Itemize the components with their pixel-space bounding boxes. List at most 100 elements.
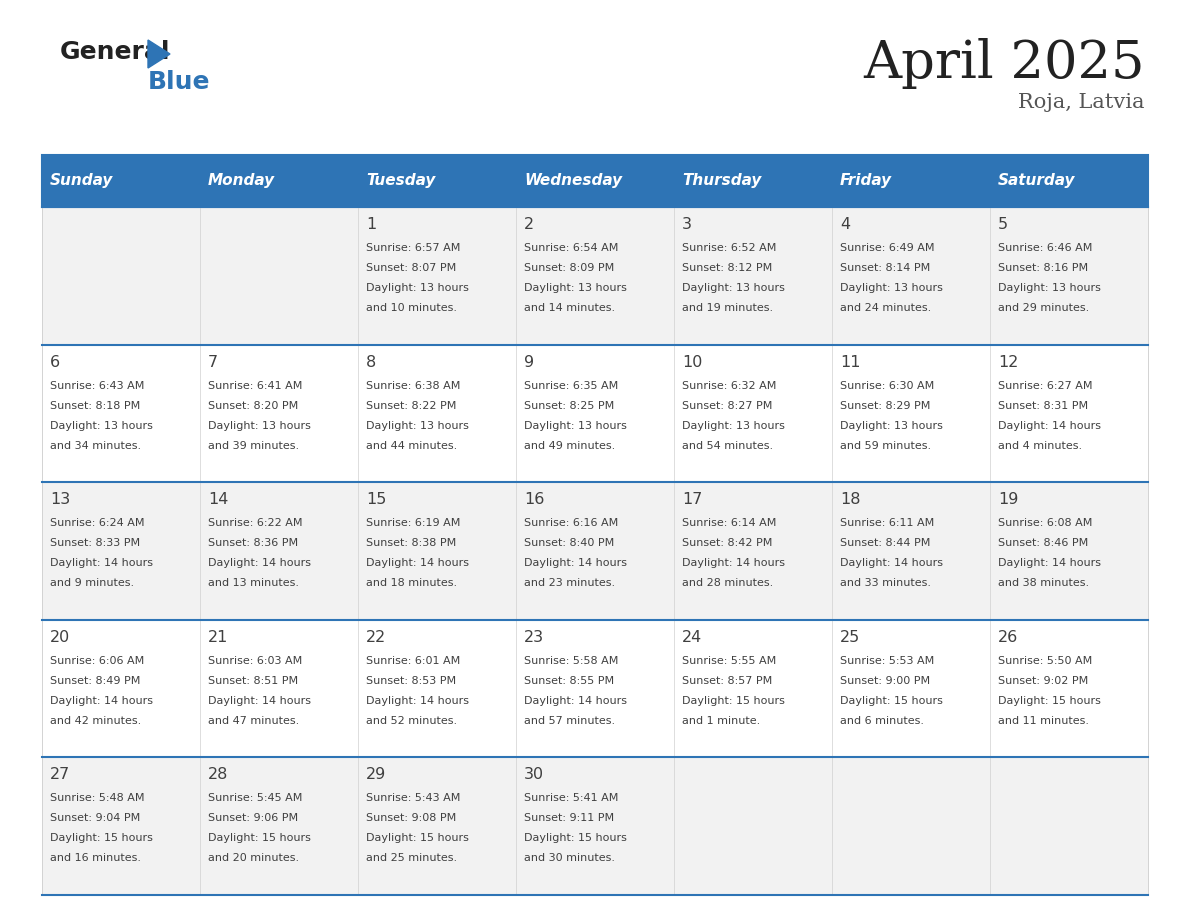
Text: Wednesday: Wednesday <box>524 174 623 188</box>
Bar <box>200 155 358 207</box>
Text: Sunrise: 6:46 AM: Sunrise: 6:46 AM <box>998 243 1093 253</box>
Text: and 59 minutes.: and 59 minutes. <box>840 441 931 451</box>
Text: 14: 14 <box>208 492 228 508</box>
Text: Sunrise: 6:08 AM: Sunrise: 6:08 AM <box>998 518 1093 528</box>
Text: Daylight: 15 hours: Daylight: 15 hours <box>50 834 153 844</box>
Text: and 14 minutes.: and 14 minutes. <box>524 303 615 313</box>
Text: and 52 minutes.: and 52 minutes. <box>366 716 457 726</box>
Text: Sunrise: 6:52 AM: Sunrise: 6:52 AM <box>682 243 777 253</box>
Text: Sunrise: 6:35 AM: Sunrise: 6:35 AM <box>524 381 618 390</box>
Text: and 24 minutes.: and 24 minutes. <box>840 303 931 313</box>
Text: Sunrise: 6:32 AM: Sunrise: 6:32 AM <box>682 381 777 390</box>
Text: 1: 1 <box>366 217 377 232</box>
Text: and 49 minutes.: and 49 minutes. <box>524 441 615 451</box>
Text: Sunset: 8:20 PM: Sunset: 8:20 PM <box>208 400 298 410</box>
Text: Daylight: 13 hours: Daylight: 13 hours <box>50 420 153 431</box>
Text: Sunrise: 6:06 AM: Sunrise: 6:06 AM <box>50 655 144 666</box>
Text: and 11 minutes.: and 11 minutes. <box>998 716 1089 726</box>
Bar <box>42 482 1148 620</box>
Text: Daylight: 14 hours: Daylight: 14 hours <box>366 696 469 706</box>
Text: Sunset: 8:33 PM: Sunset: 8:33 PM <box>50 538 140 548</box>
Text: Sunrise: 6:54 AM: Sunrise: 6:54 AM <box>524 243 619 253</box>
Text: Sunrise: 6:30 AM: Sunrise: 6:30 AM <box>840 381 934 390</box>
Text: Daylight: 14 hours: Daylight: 14 hours <box>682 558 785 568</box>
Bar <box>832 155 990 207</box>
Text: Sunset: 8:49 PM: Sunset: 8:49 PM <box>50 676 140 686</box>
Text: 8: 8 <box>366 354 377 370</box>
Text: Sunset: 8:25 PM: Sunset: 8:25 PM <box>524 400 614 410</box>
Text: Sunset: 8:18 PM: Sunset: 8:18 PM <box>50 400 140 410</box>
Bar <box>42 155 1148 207</box>
Bar <box>990 155 1148 207</box>
Bar <box>674 155 832 207</box>
Text: Sunset: 9:02 PM: Sunset: 9:02 PM <box>998 676 1088 686</box>
Text: Sunset: 9:06 PM: Sunset: 9:06 PM <box>208 813 298 823</box>
Text: 12: 12 <box>998 354 1018 370</box>
Bar <box>358 155 516 207</box>
Text: Sunrise: 6:01 AM: Sunrise: 6:01 AM <box>366 655 460 666</box>
Text: 13: 13 <box>50 492 70 508</box>
Text: Sunrise: 6:22 AM: Sunrise: 6:22 AM <box>208 518 303 528</box>
Text: and 28 minutes.: and 28 minutes. <box>682 578 773 588</box>
Text: Sunrise: 6:03 AM: Sunrise: 6:03 AM <box>208 655 302 666</box>
Text: Saturday: Saturday <box>998 174 1075 188</box>
Text: Sunset: 8:07 PM: Sunset: 8:07 PM <box>366 263 456 273</box>
Text: and 4 minutes.: and 4 minutes. <box>998 441 1082 451</box>
Text: Sunset: 8:14 PM: Sunset: 8:14 PM <box>840 263 930 273</box>
Text: Sunset: 9:11 PM: Sunset: 9:11 PM <box>524 813 614 823</box>
Text: Sunset: 9:04 PM: Sunset: 9:04 PM <box>50 813 140 823</box>
Text: Friday: Friday <box>840 174 892 188</box>
Text: Sunset: 8:22 PM: Sunset: 8:22 PM <box>366 400 456 410</box>
Bar <box>42 155 200 207</box>
Text: Daylight: 13 hours: Daylight: 13 hours <box>366 420 469 431</box>
Text: Sunrise: 5:55 AM: Sunrise: 5:55 AM <box>682 655 776 666</box>
Text: 10: 10 <box>682 354 702 370</box>
Text: 3: 3 <box>682 217 691 232</box>
Text: Daylight: 14 hours: Daylight: 14 hours <box>50 558 153 568</box>
Text: Roja, Latvia: Roja, Latvia <box>1018 93 1145 112</box>
Text: Sunset: 8:42 PM: Sunset: 8:42 PM <box>682 538 772 548</box>
Text: and 23 minutes.: and 23 minutes. <box>524 578 615 588</box>
Text: Sunrise: 6:16 AM: Sunrise: 6:16 AM <box>524 518 618 528</box>
Text: 29: 29 <box>366 767 386 782</box>
Bar <box>42 344 1148 482</box>
Text: Sunset: 8:51 PM: Sunset: 8:51 PM <box>208 676 298 686</box>
Text: Sunset: 8:31 PM: Sunset: 8:31 PM <box>998 400 1088 410</box>
Text: Daylight: 14 hours: Daylight: 14 hours <box>366 558 469 568</box>
Text: Daylight: 15 hours: Daylight: 15 hours <box>682 696 785 706</box>
Bar <box>42 757 1148 895</box>
Text: Daylight: 15 hours: Daylight: 15 hours <box>524 834 627 844</box>
Text: Daylight: 14 hours: Daylight: 14 hours <box>524 696 627 706</box>
Text: and 38 minutes.: and 38 minutes. <box>998 578 1089 588</box>
Text: Sunset: 9:00 PM: Sunset: 9:00 PM <box>840 676 930 686</box>
Text: and 10 minutes.: and 10 minutes. <box>366 303 457 313</box>
Text: and 6 minutes.: and 6 minutes. <box>840 716 924 726</box>
Text: Sunrise: 6:38 AM: Sunrise: 6:38 AM <box>366 381 461 390</box>
Text: Sunset: 8:29 PM: Sunset: 8:29 PM <box>840 400 930 410</box>
Text: 30: 30 <box>524 767 544 782</box>
Text: Daylight: 14 hours: Daylight: 14 hours <box>208 558 311 568</box>
Text: Sunrise: 5:53 AM: Sunrise: 5:53 AM <box>840 655 934 666</box>
Text: Sunset: 8:09 PM: Sunset: 8:09 PM <box>524 263 614 273</box>
Text: Thursday: Thursday <box>682 174 762 188</box>
Text: Sunday: Sunday <box>50 174 113 188</box>
Text: Daylight: 14 hours: Daylight: 14 hours <box>524 558 627 568</box>
Text: Daylight: 14 hours: Daylight: 14 hours <box>840 558 943 568</box>
Text: Sunrise: 6:49 AM: Sunrise: 6:49 AM <box>840 243 935 253</box>
Text: 9: 9 <box>524 354 535 370</box>
Text: Daylight: 15 hours: Daylight: 15 hours <box>208 834 311 844</box>
Text: Sunrise: 5:43 AM: Sunrise: 5:43 AM <box>366 793 461 803</box>
Text: and 47 minutes.: and 47 minutes. <box>208 716 299 726</box>
Text: Sunset: 8:55 PM: Sunset: 8:55 PM <box>524 676 614 686</box>
Text: and 44 minutes.: and 44 minutes. <box>366 441 457 451</box>
Text: and 57 minutes.: and 57 minutes. <box>524 716 615 726</box>
Text: and 19 minutes.: and 19 minutes. <box>682 303 773 313</box>
Text: 6: 6 <box>50 354 61 370</box>
Text: Sunrise: 5:48 AM: Sunrise: 5:48 AM <box>50 793 145 803</box>
Text: and 34 minutes.: and 34 minutes. <box>50 441 141 451</box>
Text: 4: 4 <box>840 217 851 232</box>
Bar <box>42 207 1148 344</box>
Text: and 20 minutes.: and 20 minutes. <box>208 854 299 864</box>
Text: Sunset: 8:57 PM: Sunset: 8:57 PM <box>682 676 772 686</box>
Text: Daylight: 15 hours: Daylight: 15 hours <box>998 696 1101 706</box>
